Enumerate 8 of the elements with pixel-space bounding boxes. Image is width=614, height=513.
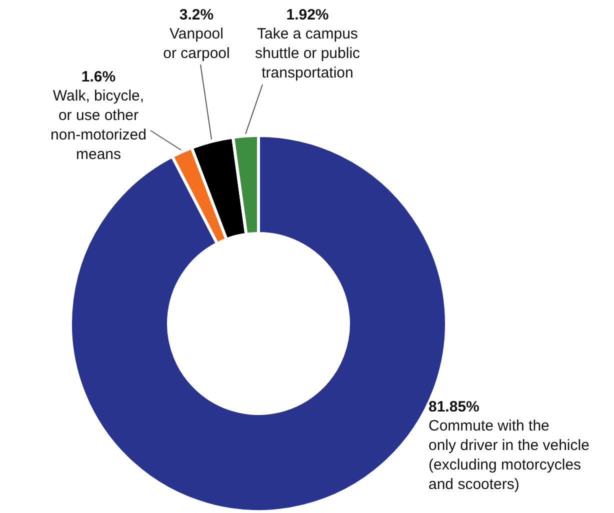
slice-label: Take a campus shuttle or public transportation: [254, 26, 361, 82]
data-label: 1.6%: [81, 68, 116, 86]
slice-label: Vanpool or carpool: [163, 26, 230, 62]
slice-label: Commute with the only driver in the vehicle (excluding motorcycles and scooters): [428, 418, 590, 494]
data-label: 3.2%: [179, 6, 214, 24]
slice-label: Walk, bicycle, or use other non-motorized means: [50, 88, 146, 164]
data-label: 1.92%: [286, 6, 329, 24]
data-label: 81.85%: [428, 398, 480, 416]
